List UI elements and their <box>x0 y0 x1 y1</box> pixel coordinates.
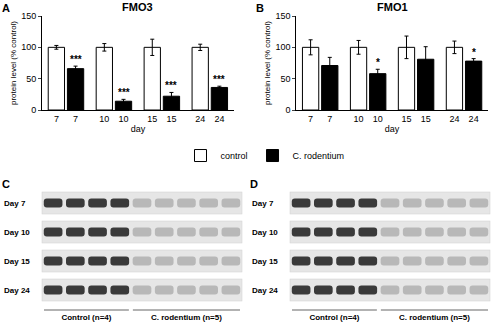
svg-text:C. rodentium: C. rodentium <box>293 151 345 161</box>
svg-text:7: 7 <box>327 114 332 124</box>
svg-text:Day 24: Day 24 <box>4 286 30 295</box>
svg-text:***: *** <box>213 74 225 85</box>
svg-text:10: 10 <box>354 114 364 124</box>
svg-text:Day 15: Day 15 <box>4 257 30 266</box>
svg-text:50: 50 <box>280 74 290 84</box>
svg-text:day: day <box>131 124 146 134</box>
svg-text:24: 24 <box>469 114 479 124</box>
svg-text:FMO3: FMO3 <box>122 1 153 13</box>
svg-text:Control (n=4): Control (n=4) <box>61 313 111 322</box>
svg-text:D: D <box>250 178 258 190</box>
svg-text:A: A <box>2 2 10 14</box>
svg-text:7: 7 <box>54 114 59 124</box>
svg-text:protein level (% control): protein level (% control) <box>9 21 18 105</box>
svg-text:*: * <box>472 47 476 58</box>
svg-text:100: 100 <box>275 42 290 52</box>
svg-text:C. rodentium (n=5): C. rodentium (n=5) <box>151 313 222 322</box>
svg-text:10: 10 <box>373 114 383 124</box>
svg-text:protein level (% control): protein level (% control) <box>263 21 272 105</box>
svg-text:Day 24: Day 24 <box>252 286 278 295</box>
svg-text:50: 50 <box>26 74 36 84</box>
svg-text:15: 15 <box>401 114 411 124</box>
svg-text:15: 15 <box>147 114 157 124</box>
svg-text:7: 7 <box>73 114 78 124</box>
svg-text:100: 100 <box>21 42 36 52</box>
svg-text:0: 0 <box>285 105 290 115</box>
svg-text:Day 7: Day 7 <box>4 199 26 208</box>
svg-text:***: *** <box>165 80 177 91</box>
svg-text:0: 0 <box>31 105 36 115</box>
svg-text:C. rodentium (n=5): C. rodentium (n=5) <box>399 313 470 322</box>
svg-text:Day 7: Day 7 <box>252 199 274 208</box>
svg-text:Day 15: Day 15 <box>252 257 278 266</box>
svg-text:24: 24 <box>214 114 224 124</box>
svg-text:Day 10: Day 10 <box>4 228 30 237</box>
svg-text:Day 10: Day 10 <box>252 228 278 237</box>
svg-text:24: 24 <box>195 114 205 124</box>
svg-text:15: 15 <box>166 114 176 124</box>
svg-text:FMO1: FMO1 <box>377 1 408 13</box>
svg-text:***: *** <box>118 87 130 98</box>
svg-text:7: 7 <box>308 114 313 124</box>
svg-text:B: B <box>256 2 264 14</box>
svg-text:15: 15 <box>421 114 431 124</box>
svg-text:control: control <box>221 151 248 161</box>
svg-text:*: * <box>376 57 380 68</box>
svg-text:Control (n=4): Control (n=4) <box>309 313 359 322</box>
svg-text:24: 24 <box>449 114 459 124</box>
svg-text:day: day <box>385 124 400 134</box>
svg-text:150: 150 <box>21 11 36 21</box>
svg-text:***: *** <box>70 54 82 65</box>
svg-text:C: C <box>2 178 10 190</box>
svg-text:10: 10 <box>99 114 109 124</box>
svg-text:10: 10 <box>119 114 129 124</box>
svg-text:150: 150 <box>275 11 290 21</box>
